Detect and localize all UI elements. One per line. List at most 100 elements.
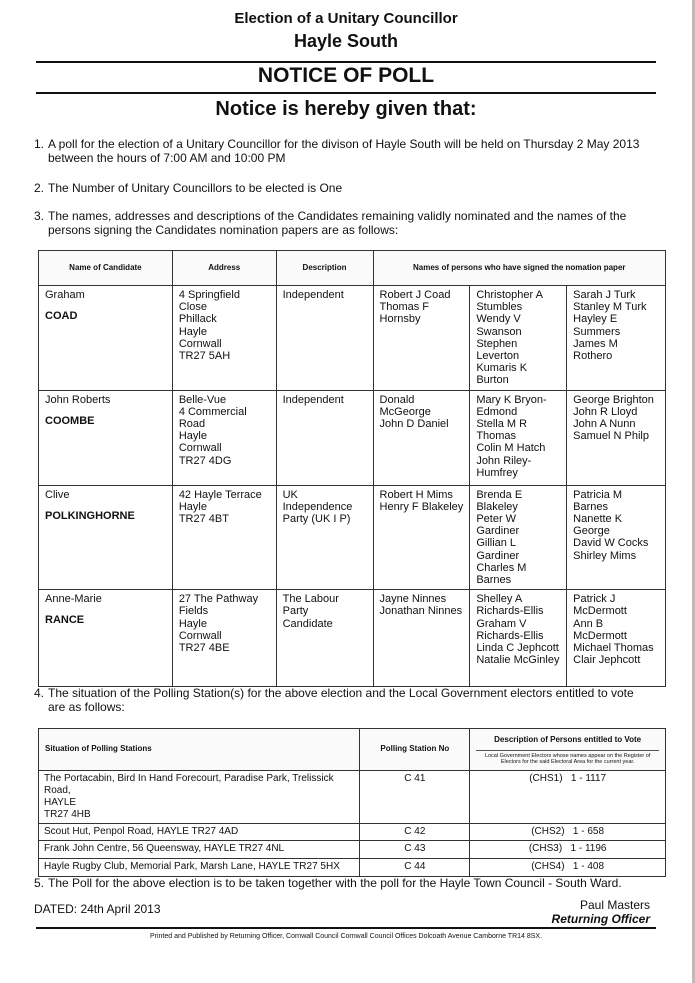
- notice-item-4: 4. The situation of the Polling Station(s…: [34, 686, 654, 714]
- candidate-row: Clive POLKINGHORNE 42 Hayle Terrace Hayle …: [38, 484, 666, 591]
- station-electors: (CHS4) 1 - 408: [469, 858, 666, 877]
- candidate-address: 27 The Pathway Fields Hayle Cornwall TR2…: [171, 589, 277, 688]
- candidate-description: Independent: [275, 285, 374, 391]
- item-text: The Number of Unitary Councillors to be …: [48, 181, 343, 195]
- dated-line: DATED: 24th April 2013: [34, 902, 161, 916]
- candidate-surname: RANCE: [45, 614, 85, 627]
- station-electors: (CHS1) 1 - 1117: [469, 770, 666, 824]
- candidate-name: John Roberts COOMBE: [38, 389, 173, 486]
- station-number: C 42: [359, 823, 471, 841]
- elector-range: 1 - 1196: [570, 843, 607, 854]
- station-electors: (CHS3) 1 - 1196: [469, 840, 666, 859]
- candidate-row: Graham COAD 4 Springfield Close Phillack H…: [38, 285, 666, 391]
- divider: [36, 92, 656, 94]
- candidate-name: Clive POLKINGHORNE: [38, 484, 173, 591]
- page-title: NOTICE OF POLL: [257, 64, 435, 87]
- candidate-name: Graham COAD: [38, 285, 173, 391]
- header-station-no: Polling Station No: [359, 728, 471, 771]
- candidate-surname: POLKINGHORNE: [45, 509, 135, 522]
- candidate-address: 42 Hayle Terrace Hayle TR27 4BT: [171, 484, 277, 591]
- signers-column: Patricia M Barnes Nanette K George David…: [566, 484, 666, 591]
- signers-column: Christopher A Stumbles Wendy V Swanson S…: [469, 285, 568, 391]
- elector-range: 1 - 1117: [570, 773, 607, 784]
- district-code: (CHS3): [528, 843, 563, 854]
- station-situation: Frank John Centre, 56 Queensway, HAYLE T…: [37, 840, 361, 859]
- item-number: 5.: [34, 876, 45, 890]
- candidate-description: The Labour Party Candidate: [275, 589, 374, 688]
- officer-name: Paul Masters: [579, 898, 650, 912]
- polling-stations-table: Situation of Polling Stations Polling St…: [37, 728, 666, 877]
- candidate-name: Anne-Marie RANCE: [38, 589, 173, 688]
- signers-column: Shelley A Richards-Ellis Graham V Richar…: [469, 589, 568, 688]
- item-text: The situation of the Polling Station(s) …: [48, 686, 634, 714]
- header-persons-entitled: Description of Persons entitled to Vote L…: [469, 728, 666, 771]
- candidate-surname: COOMBE: [45, 414, 95, 427]
- signers-column: Donald McGeorge John D Daniel: [372, 389, 471, 486]
- signers-column: Brenda E Blakeley Peter W Gardiner Gilli…: [469, 484, 568, 591]
- header-description: Description: [275, 250, 374, 286]
- district-code: (CHS1): [529, 773, 563, 784]
- candidate-description: Independent: [275, 389, 374, 486]
- item-text: A poll for the election of a Unitary Cou…: [48, 137, 640, 165]
- district-code: (CHS2): [531, 826, 565, 837]
- notice-item-3: 3. The names, addresses and descriptions …: [34, 209, 654, 237]
- district-code: (CHS4): [531, 861, 565, 872]
- item-number: 1.: [34, 137, 45, 151]
- elector-range: 1 - 408: [572, 861, 605, 872]
- station-situation: Hayle Rugby Club, Memorial Park, Marsh L…: [37, 858, 361, 877]
- divider: [36, 61, 656, 63]
- notice-item-5: 5. The Poll for the above election is to …: [34, 876, 654, 890]
- station-situation: The Portacabin, Bird In Hand Forecourt, …: [37, 770, 361, 824]
- candidate-row: Anne-Marie RANCE 27 The Pathway Fields Hay…: [38, 589, 666, 688]
- station-electors: (CHS2) 1 - 658: [469, 823, 666, 841]
- footer-rule: [36, 927, 656, 929]
- signers-column: Robert H Mims Henry F Blakeley: [372, 484, 471, 591]
- notice-item-2: 2. The Number of Unitary Councillors to b…: [34, 181, 654, 195]
- polling-station-row: Hayle Rugby Club, Memorial Park, Marsh L…: [37, 858, 666, 877]
- candidates-table: Name of Candidate Address Description Na…: [38, 250, 667, 688]
- imprint-footer: Printed and Published by Returning Offic…: [149, 933, 543, 940]
- station-number: C 43: [359, 840, 471, 859]
- table-header-row: Situation of Polling Stations Polling St…: [37, 728, 666, 771]
- election-heading: Election of a Unitary Councillor: [234, 10, 458, 27]
- header-persons-label: Description of Persons entitled to Vote: [494, 734, 642, 744]
- polling-station-row: Scout Hut, Penpol Road, HAYLE TR27 4AD C …: [37, 823, 666, 841]
- candidate-forename: Anne-Marie: [45, 593, 102, 606]
- signers-column: Robert J Coad Thomas F Hornsby: [372, 285, 471, 391]
- header-signers: Names of persons who have signed the nom…: [372, 250, 667, 286]
- item-text: The Poll for the above election is to be…: [48, 876, 622, 890]
- header-situation: Situation of Polling Stations: [37, 728, 361, 771]
- signers-column: Patrick J McDermott Ann B McDermott Mich…: [566, 589, 666, 688]
- notice-item-1: 1. A poll for the election of a Unitary C…: [34, 137, 654, 165]
- table-header-row: Name of Candidate Address Description Na…: [38, 250, 667, 286]
- polling-station-row: The Portacabin, Bird In Hand Forecourt, …: [37, 770, 666, 824]
- candidate-address: 4 Springfield Close Phillack Hayle Cornw…: [171, 285, 277, 391]
- candidate-forename: Graham: [45, 289, 85, 301]
- signers-column: George Brighton John R Lloyd John A Nunn…: [566, 389, 666, 486]
- candidate-forename: Clive: [45, 488, 70, 501]
- candidate-forename: John Roberts: [45, 393, 111, 406]
- item-text: The names, addresses and descriptions of…: [48, 209, 627, 237]
- candidate-description: UK Independence Party (UK I P): [275, 484, 374, 591]
- item-number: 3.: [34, 209, 45, 223]
- header-subtext: Local Government Electors whose names ap…: [476, 750, 659, 765]
- candidate-address: Belle-Vue 4 Commercial Road Hayle Cornwa…: [171, 389, 277, 486]
- header-name: Name of Candidate: [38, 250, 173, 286]
- page-subtitle: Notice is hereby given that:: [215, 98, 477, 120]
- item-number: 2.: [34, 181, 45, 195]
- elector-range: 1 - 658: [572, 826, 605, 837]
- station-number: C 44: [359, 858, 471, 877]
- item-number: 4.: [34, 686, 45, 700]
- header-address: Address: [171, 250, 277, 286]
- polling-station-row: Frank John Centre, 56 Queensway, HAYLE T…: [37, 840, 666, 859]
- signers-column: Jayne Ninnes Jonathan Ninnes: [372, 589, 471, 688]
- division-heading: Hayle South: [293, 31, 399, 51]
- candidate-surname: COAD: [45, 310, 78, 323]
- station-situation: Scout Hut, Penpol Road, HAYLE TR27 4AD: [37, 823, 361, 841]
- signers-column: Sarah J Turk Stanley M Turk Hayley E Sum…: [566, 285, 666, 391]
- station-number: C 41: [359, 770, 471, 824]
- officer-title: Returning Officer: [551, 912, 650, 926]
- candidate-row: John Roberts COOMBE Belle-Vue 4 Commercial…: [38, 389, 666, 486]
- signers-column: Mary K Bryon- Edmond Stella M R Thomas C…: [469, 389, 568, 486]
